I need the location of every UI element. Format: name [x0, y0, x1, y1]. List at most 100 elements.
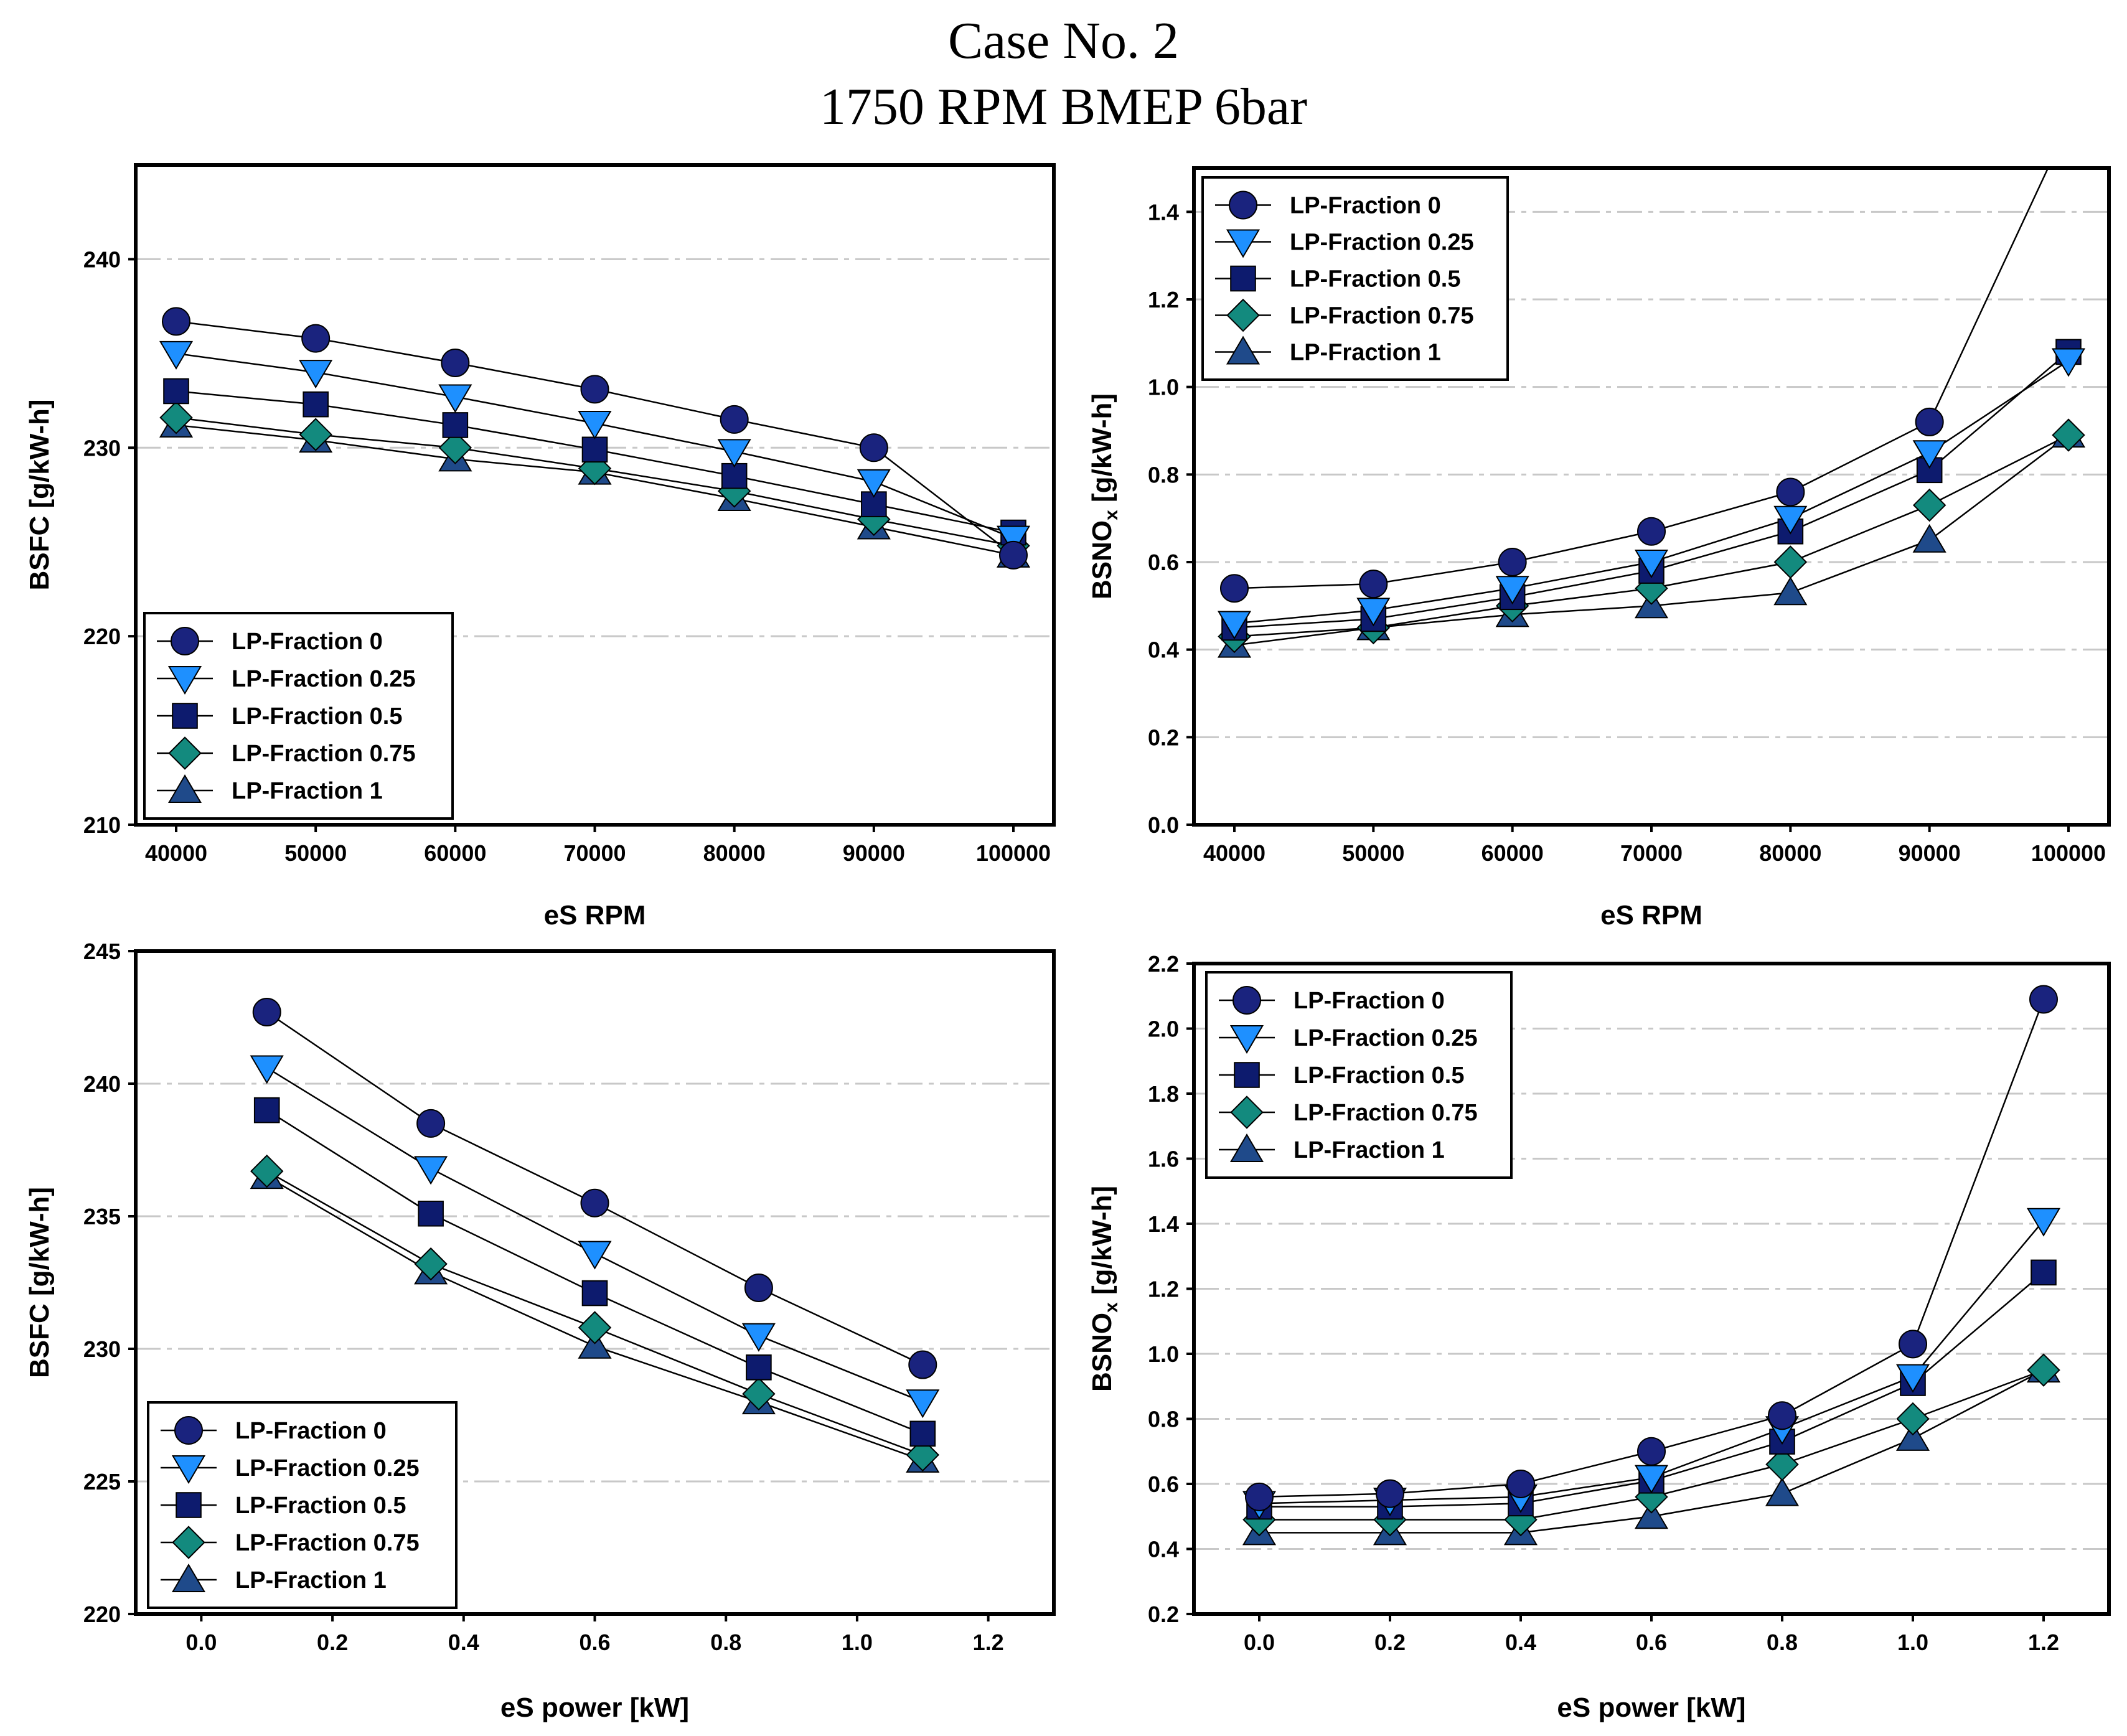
- y-tick-label: 0.0: [1148, 812, 1179, 838]
- legend-entry: LP-Fraction 0.25: [232, 666, 416, 692]
- data-point: [1895, 1422, 1930, 1451]
- legend-entry: LP-Fraction 0: [1294, 988, 1445, 1014]
- legend-marker: [1233, 986, 1261, 1015]
- data-point: [250, 1154, 284, 1188]
- legend-marker: [1226, 229, 1261, 258]
- data-point: [720, 405, 749, 434]
- legend-marker: [167, 666, 202, 695]
- data-point: [1356, 598, 1391, 627]
- x-tick-label: 0.6: [1636, 1630, 1667, 1655]
- y-axis-label: BSNOx [g/kW-h]: [1087, 1186, 1122, 1392]
- x-tick-label: 80000: [1759, 840, 1821, 866]
- legend-entry: LP-Fraction 0: [232, 629, 383, 655]
- data-point: [438, 431, 472, 464]
- legend-entry: LP-Fraction 1: [1294, 1137, 1445, 1163]
- data-point: [159, 340, 194, 370]
- data-point: [2027, 1353, 2060, 1387]
- x-tick-label: 0.4: [1505, 1630, 1536, 1655]
- data-point: [1634, 1500, 1669, 1529]
- legend-marker: [172, 1526, 205, 1559]
- y-tick-label: 0.4: [1148, 637, 1179, 663]
- series-line: [266, 1109, 923, 1435]
- data-point: [1765, 1477, 1800, 1506]
- y-tick-label: 240: [83, 1071, 121, 1097]
- x-tick-label: 0.8: [1767, 1630, 1798, 1655]
- legend-entry: LP-Fraction 1: [1290, 340, 1441, 366]
- legend-marker: [1230, 265, 1256, 292]
- data-point: [303, 391, 329, 418]
- legend-marker: [176, 1492, 202, 1518]
- data-point: [2051, 348, 2086, 377]
- y-tick-label: 1.8: [1148, 1081, 1179, 1107]
- legend-entry: LP-Fraction 0.25: [1294, 1025, 1478, 1051]
- data-point: [1245, 1482, 1274, 1511]
- data-point: [299, 418, 332, 451]
- data-point: [253, 1097, 280, 1124]
- y-axis-label: BSFC [g/kW-h]: [24, 1187, 55, 1378]
- x-axis-label: eS RPM: [544, 900, 646, 931]
- x-tick-label: 1.0: [1897, 1630, 1928, 1655]
- legend: LP-Fraction 0 LP-Fraction 0.25 LP-Fraction…: [143, 612, 454, 820]
- x-tick-label: 70000: [1620, 840, 1683, 866]
- data-point: [1912, 440, 1946, 469]
- x-tick-label: 40000: [1203, 840, 1265, 866]
- x-tick-label: 1.0: [842, 1630, 873, 1655]
- data-point: [2031, 1259, 2057, 1286]
- data-point: [416, 1109, 446, 1138]
- x-axis-label: eS power [kW]: [1557, 1692, 1745, 1723]
- data-point: [1773, 505, 1808, 535]
- figure-title-line1: Case No. 2: [948, 12, 1179, 70]
- data-point: [859, 433, 888, 462]
- legend-marker: [167, 774, 202, 803]
- data-point: [1634, 550, 1669, 579]
- data-point: [1768, 1401, 1796, 1430]
- y-tick-label: 1.4: [1148, 1211, 1179, 1237]
- y-tick-label: 0.8: [1148, 462, 1179, 487]
- x-tick-label: 70000: [563, 840, 626, 866]
- y-tick-label: 0.4: [1148, 1537, 1179, 1562]
- legend-entry: LP-Fraction 0: [1290, 193, 1441, 219]
- data-point: [996, 525, 1031, 555]
- y-tick-label: 1.6: [1148, 1147, 1179, 1172]
- series-group: [250, 997, 940, 1473]
- data-point: [1498, 548, 1527, 576]
- legend: LP-Fraction 0 LP-Fraction 0.25 LP-Fraction…: [1205, 971, 1513, 1179]
- data-point: [252, 997, 281, 1026]
- legend-marker: [1230, 1096, 1264, 1129]
- data-point: [301, 324, 331, 353]
- y-tick-label: 1.2: [1148, 1277, 1179, 1302]
- x-axis-label: eS power [kW]: [500, 1692, 689, 1723]
- legend-entry: LP-Fraction 1: [232, 778, 383, 804]
- data-point: [414, 1247, 448, 1281]
- x-tick-label: 100000: [2031, 840, 2106, 866]
- x-tick-label: 40000: [145, 840, 207, 866]
- x-tick-label: 60000: [1481, 840, 1544, 866]
- legend-entry: LP-Fraction 0: [235, 1418, 387, 1444]
- y-tick-label: 0.6: [1148, 550, 1179, 575]
- legend-marker: [171, 1563, 206, 1592]
- data-point: [159, 401, 193, 434]
- chart-panel-top-right: 0.0 0.2 0.4 0.6 0.8 1.0 1.2 1.4 40000 50000 60000 7…: [1087, 166, 2111, 931]
- x-tick-label: 50000: [1342, 840, 1404, 866]
- data-point: [741, 1323, 776, 1352]
- data-point: [1912, 523, 1946, 553]
- data-point: [441, 349, 470, 377]
- data-point: [1637, 517, 1666, 546]
- data-point: [250, 1055, 284, 1084]
- y-tick-label: 0.2: [1148, 725, 1179, 750]
- y-tick-label: 225: [83, 1469, 121, 1494]
- series-group: [1242, 985, 2061, 1546]
- data-point: [438, 384, 472, 413]
- y-tick-label: 0.2: [1148, 1602, 1179, 1627]
- data-point: [578, 1330, 612, 1359]
- y-tick-label: 2.2: [1148, 951, 1179, 977]
- x-tick-label: 60000: [424, 840, 486, 866]
- data-point: [746, 1354, 772, 1381]
- data-point: [1773, 545, 1808, 579]
- x-tick-label: 0.0: [1244, 1630, 1275, 1655]
- x-tick-label: 0.4: [448, 1630, 479, 1655]
- data-point: [2026, 1208, 2061, 1237]
- x-tick-label: 0.2: [1374, 1630, 1406, 1655]
- data-point: [442, 412, 469, 438]
- y-tick-label: 230: [83, 1336, 121, 1362]
